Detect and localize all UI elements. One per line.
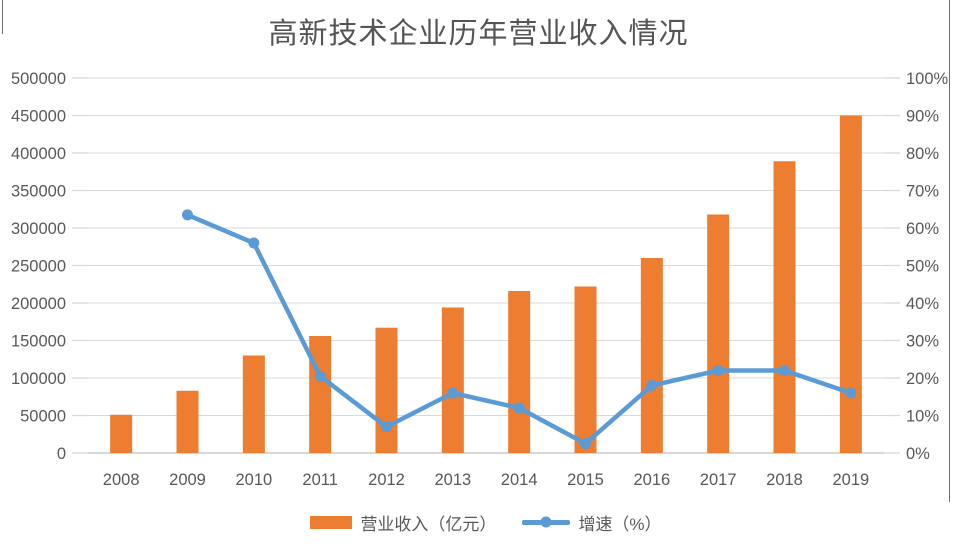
y-axis-label-left: 300000 [11, 220, 66, 238]
y-axis-label-left: 350000 [11, 183, 66, 201]
y-axis-label-left: 250000 [11, 258, 66, 276]
bar-2012 [375, 327, 398, 453]
legend-line-swatch [522, 516, 571, 528]
bar-2015 [574, 286, 597, 453]
y-axis-label-left: 200000 [11, 295, 66, 313]
bar-2019 [839, 115, 862, 453]
y-axis-label-right: 80% [906, 145, 939, 163]
legend-line-marker-dot [540, 516, 552, 528]
line-marker-2009 [182, 209, 193, 221]
bar-2016 [640, 258, 663, 453]
x-axis-label: 2009 [169, 471, 206, 489]
legend-item-growth: 增速（%） [522, 510, 662, 535]
line-marker-2018 [779, 365, 790, 376]
legend-label-revenue: 营业收入（亿元） [360, 514, 497, 534]
y-axis-label-right: 100% [906, 70, 949, 88]
line-marker-2013 [447, 387, 459, 399]
border-artifact-right [949, 0, 950, 502]
legend-bar-swatch [310, 515, 353, 529]
y-axis-label-left: 150000 [11, 333, 66, 351]
x-axis-label: 2013 [434, 471, 471, 489]
y-axis-label-right: 30% [906, 333, 939, 351]
y-axis-label-left: 500000 [11, 70, 66, 88]
y-axis-label-left: 400000 [11, 145, 66, 163]
y-axis-label-left: 50000 [20, 408, 66, 426]
y-axis-label-left: 0 [57, 445, 66, 463]
bar-2008 [110, 414, 133, 453]
x-axis-label: 2014 [501, 471, 538, 489]
x-axis-label: 2010 [235, 471, 272, 489]
x-axis-label: 2018 [766, 471, 803, 489]
y-axis-label-right: 10% [906, 408, 939, 426]
line-marker-2015 [580, 438, 591, 450]
bar-2014 [508, 291, 531, 453]
y-axis-label-right: 90% [906, 108, 939, 126]
x-axis-label: 2017 [700, 471, 737, 489]
x-axis-label: 2019 [832, 471, 869, 489]
chart-legend: 营业收入（亿元） 增速（%） [88, 506, 884, 538]
line-marker-2019 [845, 387, 857, 399]
line-marker-2017 [712, 365, 724, 376]
chart-title: 高新技术企业历年营业收入情况 [268, 18, 689, 50]
y-axis-label-left: 450000 [11, 108, 66, 126]
line-marker-2010 [248, 237, 260, 249]
x-axis-label: 2015 [567, 471, 604, 489]
y-axis-label-right: 60% [906, 220, 939, 238]
legend-label-growth: 增速（%） [578, 514, 662, 534]
line-marker-2014 [513, 402, 525, 414]
y-axis-label-right: 70% [906, 183, 939, 201]
bar-2018 [773, 161, 796, 453]
x-axis-label: 2011 [302, 471, 337, 489]
line-marker-2012 [381, 421, 392, 433]
x-axis-label: 2008 [103, 471, 140, 489]
bar-2017 [707, 214, 730, 453]
bar-2013 [441, 307, 464, 453]
y-axis-label-right: 0% [906, 445, 930, 463]
x-axis-label: 2016 [633, 471, 670, 489]
y-axis-label-right: 50% [906, 258, 939, 276]
line-marker-2011 [314, 370, 326, 382]
bar-2010 [242, 355, 265, 453]
border-artifact-left [2, 0, 3, 34]
y-axis-label-right: 20% [906, 370, 939, 388]
line-marker-2016 [646, 380, 658, 391]
bar-2011 [309, 336, 332, 453]
bar-2009 [176, 390, 199, 453]
y-axis-label-right: 40% [906, 295, 939, 313]
y-axis-label-left: 100000 [11, 370, 66, 388]
x-axis-label: 2012 [368, 471, 405, 489]
legend-item-revenue: 营业收入（亿元） [310, 510, 496, 535]
